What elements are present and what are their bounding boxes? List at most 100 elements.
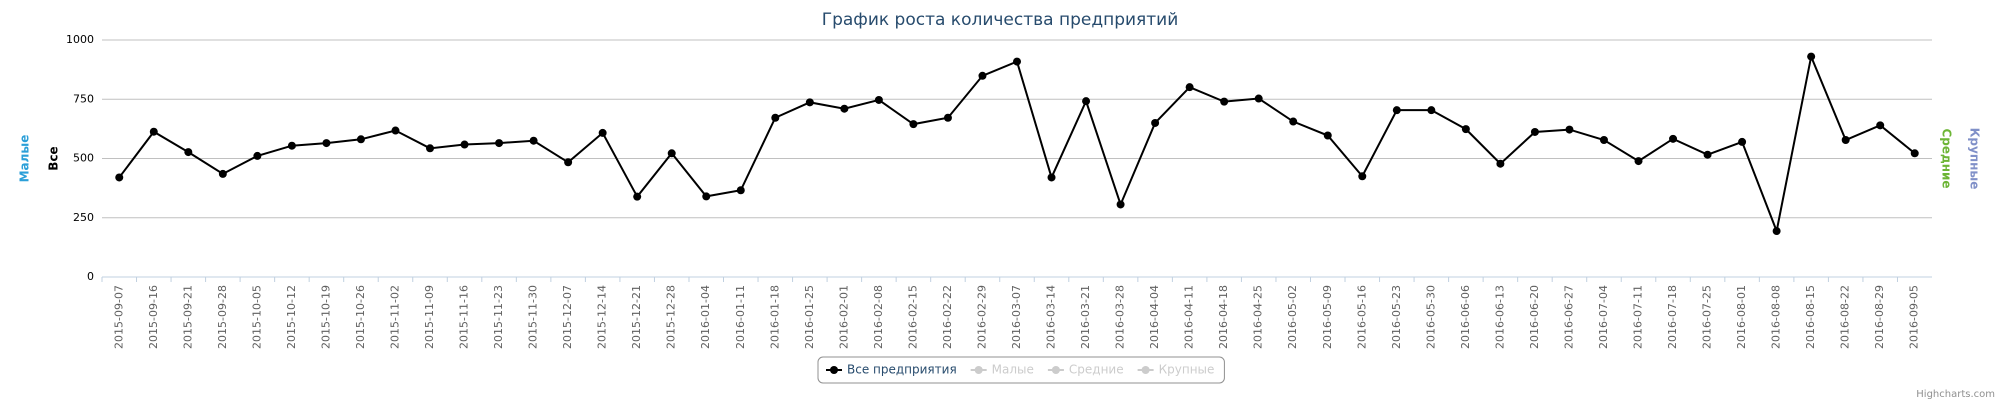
x-tick-label: 2016-03-07 [1010, 285, 1023, 349]
legend-label: Средние [1069, 363, 1124, 377]
point [1151, 118, 1160, 127]
y-tick-label: 500 [73, 152, 94, 165]
x-tick-label: 2015-10-19 [319, 285, 332, 349]
point [736, 186, 745, 195]
x-tick-label: 2015-12-28 [665, 285, 678, 349]
x-tick-label: 2015-10-05 [250, 285, 263, 349]
x-tick-label: 2015-10-12 [285, 285, 298, 349]
x-tick-label: 2016-07-18 [1666, 285, 1679, 349]
x-tick-label: 2015-09-07 [112, 285, 125, 349]
legend-item[interactable]: Малые [970, 363, 1034, 377]
x-tick-label: 2016-06-13 [1493, 285, 1506, 349]
x-tick-label: 2015-11-23 [492, 285, 505, 349]
x-tick-label: 2016-05-30 [1424, 285, 1437, 349]
x-tick-label: 2015-09-21 [181, 285, 194, 349]
x-tick-label: 2016-02-08 [872, 285, 885, 349]
y-tick-label: 750 [73, 92, 94, 105]
point [909, 120, 918, 129]
point [564, 158, 573, 167]
point [1185, 83, 1194, 92]
x-tick-label: 2016-06-27 [1562, 285, 1575, 349]
legend-item[interactable]: Средние [1047, 363, 1124, 377]
x-tick-label: 2016-08-29 [1873, 285, 1886, 349]
point [1116, 200, 1125, 209]
x-tick-label: 2016-02-01 [837, 285, 850, 349]
point [1323, 131, 1332, 140]
x-tick-label: 2015-12-14 [596, 285, 609, 349]
point [1530, 127, 1539, 136]
point [702, 192, 711, 201]
x-tick-label: 2015-09-16 [147, 285, 160, 349]
x-tick-label: 2016-08-01 [1735, 285, 1748, 349]
x-tick-label: 2016-04-18 [1217, 285, 1230, 349]
x-tick-label: 2015-12-07 [561, 285, 574, 349]
x-tick-label: 2015-12-21 [630, 285, 643, 349]
point [529, 136, 538, 145]
point [1220, 97, 1229, 106]
legend-item[interactable]: Все предприятия [826, 363, 957, 377]
y-axis-title: Крупные [1968, 128, 1982, 190]
legend-item[interactable]: Крупные [1137, 363, 1215, 377]
point [1910, 149, 1919, 158]
x-tick-label: 2016-01-11 [734, 285, 747, 349]
point [978, 71, 987, 80]
x-tick-label: 2016-05-09 [1321, 285, 1334, 349]
chart-title: График роста количества предприятий [822, 10, 1179, 30]
legend-marker [974, 366, 983, 374]
point [1738, 137, 1747, 146]
point [1876, 121, 1885, 130]
legend: Все предприятия Малые Средние Крупные [817, 356, 1225, 384]
x-tick-label: 2016-03-14 [1045, 285, 1058, 349]
point [287, 141, 296, 150]
x-tick-label: 2016-04-04 [1148, 285, 1161, 349]
legend-label: Все предприятия [847, 363, 957, 377]
x-tick-label: 2016-09-05 [1908, 285, 1921, 349]
point [391, 126, 400, 135]
point [1807, 52, 1816, 61]
x-tick-label: 2015-10-26 [354, 285, 367, 349]
point [1289, 117, 1298, 126]
x-tick-label: 2016-06-06 [1459, 285, 1472, 349]
point [426, 144, 435, 153]
point [1703, 150, 1712, 159]
point [1392, 106, 1401, 115]
x-tick-label: 2016-02-22 [941, 285, 954, 349]
x-tick-label: 2016-04-25 [1252, 285, 1265, 349]
point [149, 127, 158, 136]
point [115, 173, 124, 182]
point [1358, 172, 1367, 181]
x-tick-label: 2016-05-16 [1355, 285, 1368, 349]
point [1565, 125, 1574, 134]
y-tick-label: 1000 [66, 33, 94, 46]
point [1599, 136, 1608, 145]
point [1047, 173, 1056, 182]
legend-label: Крупные [1159, 363, 1215, 377]
legend-label: Малые [992, 363, 1034, 377]
point [1013, 57, 1021, 66]
legend-marker [1051, 366, 1060, 374]
x-tick-label: 2016-03-28 [1114, 285, 1127, 349]
y-axis-title: Все [47, 146, 61, 170]
point [771, 113, 780, 122]
x-tick-label: 2016-07-04 [1597, 285, 1610, 349]
y-axis-title: Малые [18, 135, 32, 183]
credits[interactable]: Highcharts.com [1916, 389, 1995, 400]
point [1669, 134, 1678, 143]
legend-marker [830, 366, 838, 374]
x-tick-label: 2016-07-25 [1701, 285, 1714, 349]
x-tick-label: 2015-11-30 [527, 285, 540, 349]
x-tick-label: 2015-09-28 [216, 285, 229, 349]
point [356, 135, 365, 144]
point [598, 128, 607, 137]
x-tick-label: 2016-08-15 [1804, 285, 1817, 349]
x-tick-label: 2016-05-23 [1390, 285, 1403, 349]
x-tick-label: 2016-08-22 [1839, 285, 1852, 349]
x-tick-label: 2016-03-21 [1079, 285, 1092, 349]
x-tick-label: 2016-01-25 [803, 285, 816, 349]
point [1461, 125, 1470, 134]
x-tick-label: 2016-06-20 [1528, 285, 1541, 349]
point [874, 95, 883, 104]
x-tick-label: 2016-02-29 [975, 285, 988, 349]
y-axis-title: Средние [1940, 128, 1954, 188]
